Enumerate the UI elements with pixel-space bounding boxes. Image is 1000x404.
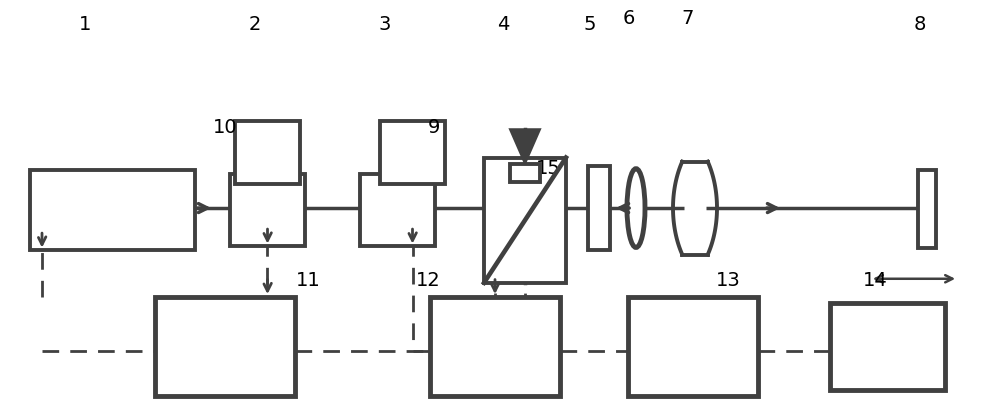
FancyBboxPatch shape bbox=[628, 297, 758, 396]
Text: 8: 8 bbox=[914, 15, 926, 34]
Text: 7: 7 bbox=[682, 9, 694, 28]
Text: 11: 11 bbox=[296, 271, 320, 290]
FancyBboxPatch shape bbox=[588, 166, 610, 250]
Text: 13: 13 bbox=[716, 271, 740, 290]
Text: 9: 9 bbox=[428, 118, 440, 137]
Text: 1: 1 bbox=[79, 15, 91, 34]
Text: 2: 2 bbox=[249, 15, 261, 34]
FancyBboxPatch shape bbox=[235, 121, 300, 184]
FancyBboxPatch shape bbox=[510, 164, 540, 182]
Polygon shape bbox=[510, 129, 540, 164]
FancyBboxPatch shape bbox=[430, 297, 560, 396]
FancyBboxPatch shape bbox=[380, 121, 445, 184]
FancyBboxPatch shape bbox=[360, 174, 435, 246]
FancyBboxPatch shape bbox=[155, 297, 295, 396]
FancyBboxPatch shape bbox=[30, 170, 195, 250]
Text: 3: 3 bbox=[379, 15, 391, 34]
Text: 12: 12 bbox=[416, 271, 440, 290]
Text: 14: 14 bbox=[863, 271, 887, 290]
Text: 5: 5 bbox=[584, 15, 596, 34]
Text: 6: 6 bbox=[623, 9, 635, 28]
Text: 4: 4 bbox=[497, 15, 509, 34]
Text: 10: 10 bbox=[213, 118, 237, 137]
FancyBboxPatch shape bbox=[830, 303, 945, 390]
FancyBboxPatch shape bbox=[230, 174, 305, 246]
Text: 15: 15 bbox=[536, 159, 560, 178]
FancyBboxPatch shape bbox=[918, 170, 936, 248]
FancyBboxPatch shape bbox=[484, 158, 566, 283]
